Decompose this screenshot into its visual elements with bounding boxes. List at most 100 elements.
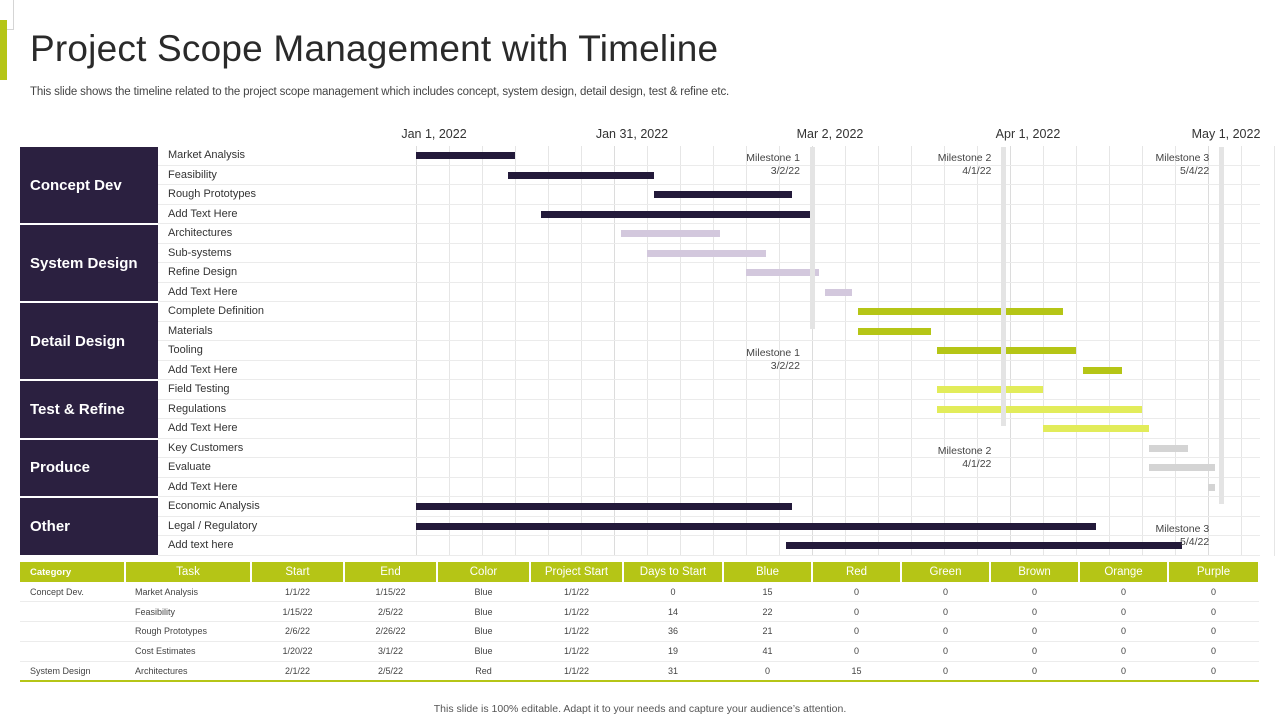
table-header-cell: Days to Start: [623, 562, 724, 582]
timeline-date-label: Apr 1, 2022: [995, 127, 1061, 141]
table-cell: 0: [1079, 661, 1168, 682]
table-cell: Blue: [437, 641, 530, 662]
task-label: Legal / Regulatory: [168, 519, 258, 532]
task-label: Add Text Here: [168, 285, 238, 298]
milestone-marker: [810, 147, 815, 329]
table-cell: 41: [723, 641, 812, 662]
gantt-bar: [1148, 464, 1215, 471]
timeline-date-label: Jan 1, 2022: [401, 127, 467, 141]
category-block: Other: [20, 498, 158, 555]
task-label: Key Customers: [168, 441, 244, 454]
task-row: Rough Prototypes: [158, 185, 1260, 205]
category-block: Produce: [20, 439, 158, 496]
table-cell: 1/15/22: [344, 582, 437, 603]
table-header-cell: Blue: [723, 562, 813, 582]
timeline-grid-line: [416, 146, 417, 556]
timeline-grid-line: [878, 146, 879, 556]
milestone-label: Milestone 1 3/2/22: [746, 152, 800, 178]
gantt-bar: [416, 152, 515, 159]
timeline-date-label: May 1, 2022: [1191, 127, 1261, 141]
task-label: Add Text Here: [168, 480, 238, 493]
task-row: Feasibility: [158, 166, 1260, 185]
milestone-label: Milestone 3 5/4/22: [1156, 152, 1210, 178]
table-cell: 0: [901, 582, 990, 603]
gantt-bar: [620, 230, 720, 237]
table-cell: Red: [437, 661, 530, 682]
table-cell: Concept Dev.: [20, 582, 125, 603]
timeline-date-label: Jan 31, 2022: [595, 127, 669, 141]
task-label: Economic Analysis: [168, 500, 260, 512]
table-cell: 0: [812, 621, 901, 642]
task-row: Add Text Here: [158, 283, 1260, 302]
table-row: Rough Prototypes 2/6/22 2/26/22 Blue 1/1/22 3…: [20, 621, 1259, 642]
table-cell: 2/6/22: [251, 621, 344, 642]
timeline-grid-line: [812, 146, 813, 556]
table-row: System Design Architectures 2/1/22 2/5/22 Re…: [20, 661, 1259, 682]
category-block: System Design: [20, 225, 158, 301]
gantt-bar: [858, 308, 1063, 315]
table-cell: Cost Estimates: [125, 641, 251, 662]
task-label: Rough Prototypes: [168, 188, 257, 200]
table-cell: Rough Prototypes: [125, 621, 251, 642]
table-header-cell: Task: [125, 562, 252, 582]
task-label: Add text here: [168, 539, 234, 551]
timeline-grid-line: [1175, 146, 1176, 556]
task-label: Market Analysis: [168, 149, 246, 161]
timeline-date-label: Mar 2, 2022: [796, 127, 864, 141]
timeline-grid-line: [1274, 146, 1275, 556]
table-cell: 15: [812, 661, 901, 682]
table-cell: 3/1/22: [344, 641, 437, 662]
table-cell: 0: [1168, 601, 1259, 623]
timeline-grid-line: [779, 146, 780, 556]
gantt-bar: [1043, 425, 1149, 432]
timeline-grid-line: [581, 146, 582, 556]
table-cell: 22: [723, 601, 812, 623]
task-label: Sub-systems: [168, 246, 232, 259]
gantt-bar: [508, 171, 654, 179]
milestone-date: 4/1/22: [962, 165, 992, 177]
table-header-cell: Project Start: [530, 562, 624, 582]
table-cell: 0: [990, 661, 1079, 682]
task-label: Add Text Here: [168, 207, 238, 220]
table-cell: Architectures: [125, 661, 251, 682]
milestone-date: 5/4/22: [1180, 535, 1210, 548]
table-cell: 1/1/22: [530, 621, 623, 642]
task-row: Refine Design: [158, 263, 1260, 283]
table-cell: 1/1/22: [530, 582, 623, 603]
table-header-cell: Category: [20, 562, 126, 582]
task-row: Add text here: [158, 536, 1260, 556]
task-label: Materials: [168, 324, 213, 337]
table-cell: 1/1/22: [530, 641, 623, 662]
timeline-grid-line: [1208, 146, 1209, 556]
gantt-bar: [937, 405, 1142, 413]
table-cell: 0: [1168, 621, 1259, 642]
task-row: Regulations: [158, 400, 1260, 419]
task-row: Add Text Here: [158, 419, 1260, 439]
task-row: Add Text Here: [158, 478, 1260, 497]
table-cell: 0: [723, 661, 812, 682]
task-row: Complete Definition: [158, 302, 1260, 322]
table-row: Feasibility 1/15/22 2/5/22 Blue 1/1/22 14 22 0 0…: [20, 601, 1259, 623]
title-accent-bar: [0, 20, 7, 80]
table-cell: 0: [901, 661, 990, 682]
milestone-label: Milestone 3 5/4/22: [1156, 523, 1210, 549]
gantt-bar: [746, 269, 819, 276]
table-cell: 0: [990, 621, 1079, 642]
task-label: Evaluate: [168, 461, 211, 473]
gantt-bar: [416, 522, 1096, 530]
table-cell: 0: [901, 601, 990, 623]
table-cell: 0: [990, 641, 1079, 662]
task-label: Regulations: [168, 402, 227, 415]
table-row: Cost Estimates 1/20/22 3/1/22 Blue 1/1/22 19 4…: [20, 641, 1259, 662]
milestone-marker: [1001, 147, 1007, 426]
milestone-date: 5/4/22: [1180, 165, 1210, 177]
table-cell: Blue: [437, 601, 530, 623]
milestone-date: 3/2/22: [770, 165, 800, 177]
table-cell: 0: [1079, 601, 1168, 623]
timeline-grid-line: [680, 146, 681, 556]
table-header-cell: Green: [901, 562, 991, 582]
milestone-date: 4/1/22: [962, 457, 992, 470]
task-row: Evaluate: [158, 458, 1260, 478]
task-row: Add Text Here: [158, 361, 1260, 380]
table-cell: 19: [623, 641, 723, 662]
